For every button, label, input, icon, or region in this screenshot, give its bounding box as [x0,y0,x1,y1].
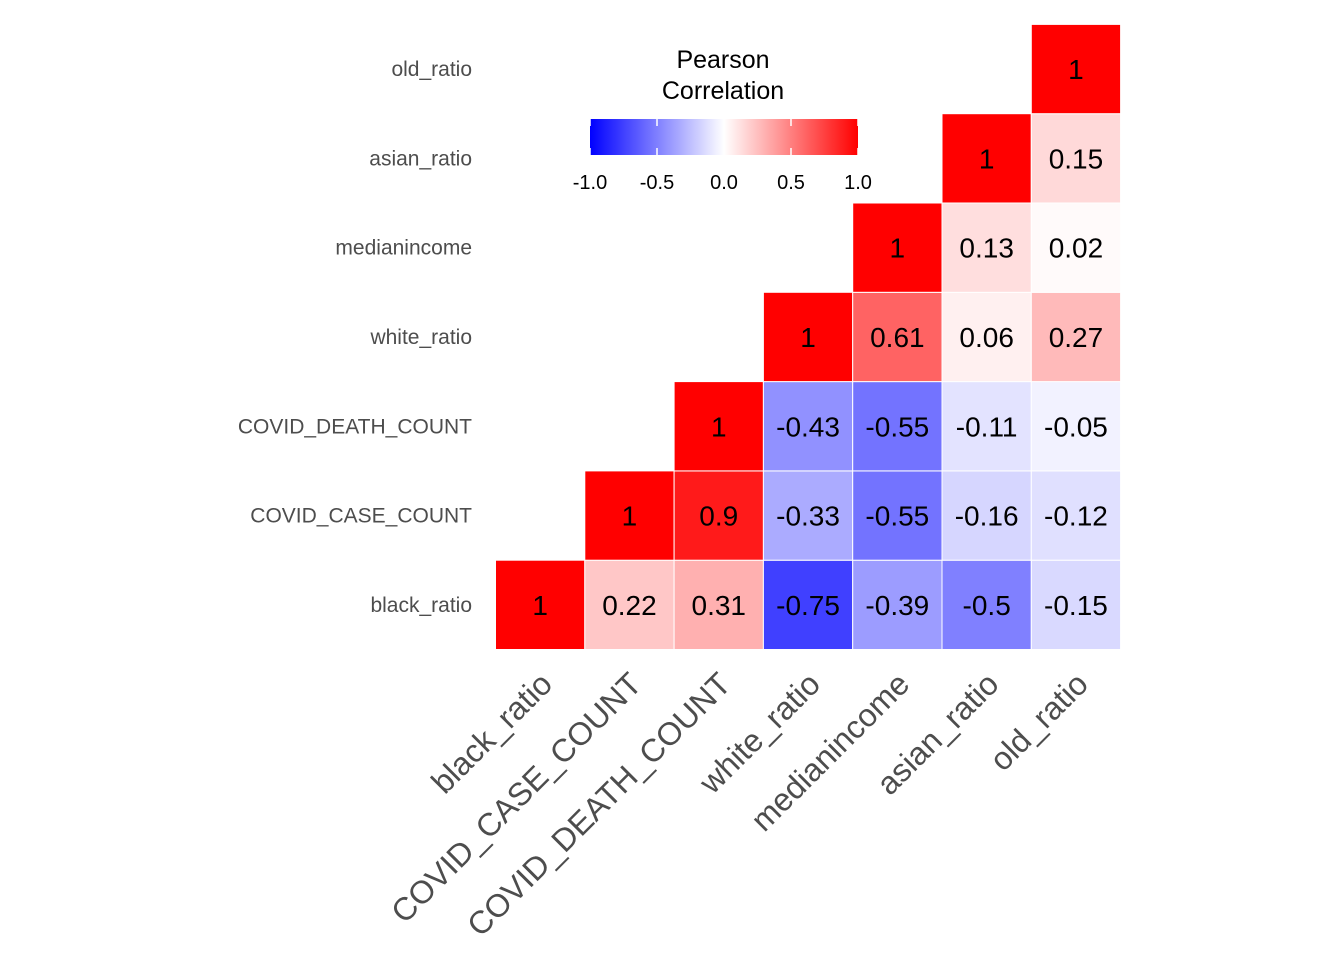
cell-value-label: 0.61 [870,322,925,353]
cell-value-label: 0.15 [1049,143,1104,174]
cell-value-label: 1 [532,590,548,621]
heatmap-cell [584,559,675,651]
heatmap-cell [852,291,943,383]
cell-value-label: -0.55 [865,501,929,532]
heatmap-cell [1030,470,1122,561]
heatmap-cell [762,470,854,561]
legend-tick-label: 1.0 [844,172,872,194]
x-tick-label: medianincome [744,665,917,838]
y-axis-labels: black_ratio COVID_CASE_COUNT COVID_DEATH_C… [238,58,472,617]
cell-value-label: -0.12 [1044,501,1108,532]
cell-value-label: -0.43 [776,411,840,442]
legend-tick-label: 0.0 [710,172,738,194]
legend-tick-label: -0.5 [640,172,674,194]
cell-value-label: 1 [1068,54,1084,85]
heatmap-cell [941,291,1032,383]
cell-value-label: -0.15 [1044,590,1108,621]
cell-value-label: 1 [711,411,727,442]
y-tick-label: COVID_DEATH_COUNT [238,415,472,438]
cell-value-label: -0.11 [956,411,1018,442]
heatmap-cell [941,381,1032,472]
cell-value-label: 1 [890,233,906,264]
cell-value-label: 1 [979,143,995,174]
cell-value-label: 0.06 [959,322,1014,353]
cell-value-label: -0.55 [865,411,929,442]
x-tick-label: old_ratio [983,665,1095,777]
heatmap-cell [1030,559,1122,651]
heatmap-cell [941,470,1032,561]
cell-value-label: 0.22 [602,590,657,621]
y-tick-label: old_ratio [391,58,472,81]
cell-value-label: -0.33 [776,501,840,532]
heatmap-cell [941,559,1032,651]
heatmap-cell [673,381,764,472]
legend-tick-label: 0.5 [777,172,805,194]
cell-value-label: 1 [622,501,638,532]
cell-value-label: -0.5 [963,590,1011,621]
heatmap-cell [852,559,943,651]
heatmap-cell [1030,381,1122,472]
y-tick-label: black_ratio [370,594,472,617]
heatmap-cell [584,470,675,561]
legend-title-line-2: Correlation [662,77,784,105]
cell-value-label: 0.02 [1049,233,1104,264]
heatmap-cell [762,559,854,651]
heatmap-cell [852,202,943,293]
legend-title-line-1: Pearson [676,46,769,74]
x-axis-labels: black_ratioCOVID_CASE_COUNTCOVID_DEATH_C… [384,665,1095,943]
cell-value-label: -0.05 [1044,411,1108,442]
color-legend: Pearson Correlation -1.0 -0.5 0.0 0.5 1.0 [573,46,872,194]
cell-value-label: 0.27 [1049,322,1104,353]
y-tick-label: asian_ratio [369,147,472,170]
heatmap-cell [762,291,854,383]
cell-value-label: 0.9 [699,501,738,532]
heatmap-cell [1030,202,1122,293]
y-tick-label: white_ratio [369,326,472,349]
legend-tick-label: -1.0 [573,172,607,194]
cell-value-label: -0.39 [865,590,929,621]
heatmap-cell [1030,23,1122,115]
cell-value-label: -0.75 [776,590,840,621]
heatmap-cell [852,381,943,472]
y-tick-label: medianincome [335,237,472,260]
cell-value-label: -0.16 [955,501,1019,532]
heatmap-cell [673,470,764,561]
cell-value-label: 0.31 [692,590,747,621]
y-tick-label: COVID_CASE_COUNT [250,505,472,528]
heatmap-cell [495,559,586,651]
heatmap-cells: 1 0.22 0.31 -0.75 -0.39 -0.5 -0.15 1 0.9 -0.33 -0.… [495,23,1122,651]
heatmap-cell [1030,113,1122,204]
heatmap-cell [762,381,854,472]
cell-value-label: 1 [800,322,816,353]
cell-value-label: 0.13 [959,233,1014,264]
